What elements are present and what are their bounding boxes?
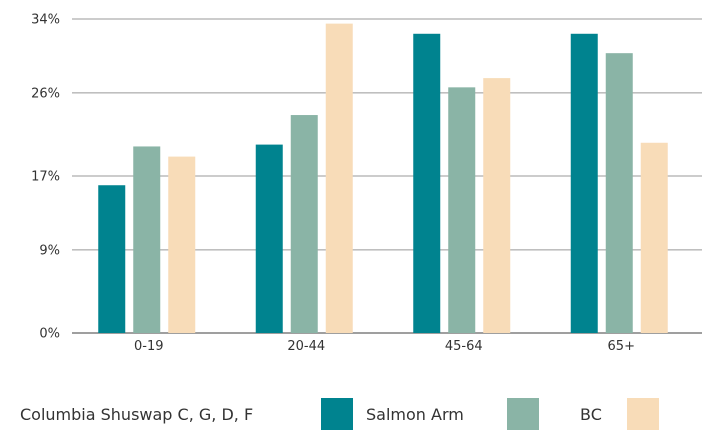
- y-tick-label: 9%: [39, 243, 60, 258]
- legend-swatch: [321, 398, 353, 430]
- bar-65+-series-3: [640, 142, 668, 333]
- bar-0-19-series-3: [168, 156, 196, 333]
- legend-label: BC: [580, 405, 602, 424]
- x-tick-label: 0-19: [134, 339, 164, 354]
- bar-20-44-series-3: [325, 23, 353, 334]
- bars: [98, 23, 668, 334]
- x-tick-label: 20-44: [287, 339, 325, 354]
- y-axis: 0% 9% 17% 26% 34%: [31, 13, 60, 342]
- bar-65+-series-2: [605, 53, 633, 333]
- bar-20-44-series-2: [290, 115, 318, 333]
- legend-swatch: [507, 398, 539, 430]
- bar-45-64-series-2: [448, 87, 476, 333]
- legend-swatch: [627, 398, 659, 430]
- bar-65+-series-1: [570, 33, 598, 334]
- legend: Columbia Shuswap C, G, D, F Salmon Arm BC: [20, 398, 659, 430]
- bar-0-19-series-2: [133, 146, 161, 333]
- y-tick-label: 26%: [31, 86, 60, 101]
- bar-20-44-series-1: [255, 144, 283, 333]
- x-tick-label: 65+: [608, 339, 635, 354]
- legend-label: Columbia Shuswap C, G, D, F: [20, 405, 253, 424]
- y-tick-label: 34%: [31, 13, 60, 28]
- bar-0-19-series-1: [98, 185, 126, 333]
- y-tick-label: 17%: [31, 170, 60, 185]
- x-axis: 0-19 20-44 45-64 65+: [134, 339, 635, 354]
- bar-45-64-series-3: [483, 78, 511, 333]
- legend-label: Salmon Arm: [366, 405, 464, 424]
- x-tick-label: 45-64: [445, 339, 483, 354]
- bar-45-64-series-1: [413, 33, 441, 334]
- y-tick-label: 0%: [39, 327, 60, 342]
